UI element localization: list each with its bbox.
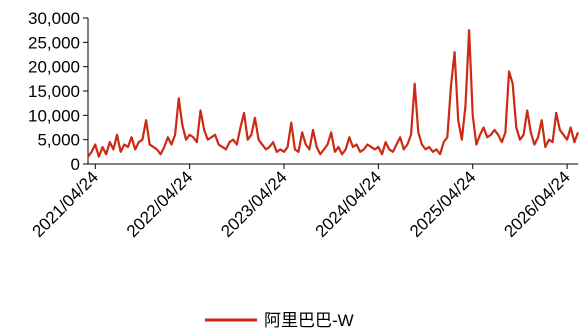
y-tick-label: 10,000 [28,106,80,125]
line-series [87,29,579,158]
x-tick-label: 2024/04/24 [312,167,386,241]
y-tick-label: 25,000 [28,33,80,52]
y-tick-label: 0 [71,155,80,174]
x-tick-label: 2026/04/24 [500,167,574,241]
x-tick-label: 2023/04/24 [217,167,291,241]
x-tick-label: 2021/04/24 [28,167,102,241]
y-tick-label: 15,000 [28,82,80,101]
y-tick-label: 30,000 [28,9,80,28]
x-tick-label: 2022/04/24 [123,167,197,241]
y-tick-label: 5,000 [37,131,80,150]
x-tick-label: 2025/04/24 [406,167,480,241]
legend-label: 阿里巴巴-W [264,311,354,329]
y-tick-label: 20,000 [28,58,80,77]
